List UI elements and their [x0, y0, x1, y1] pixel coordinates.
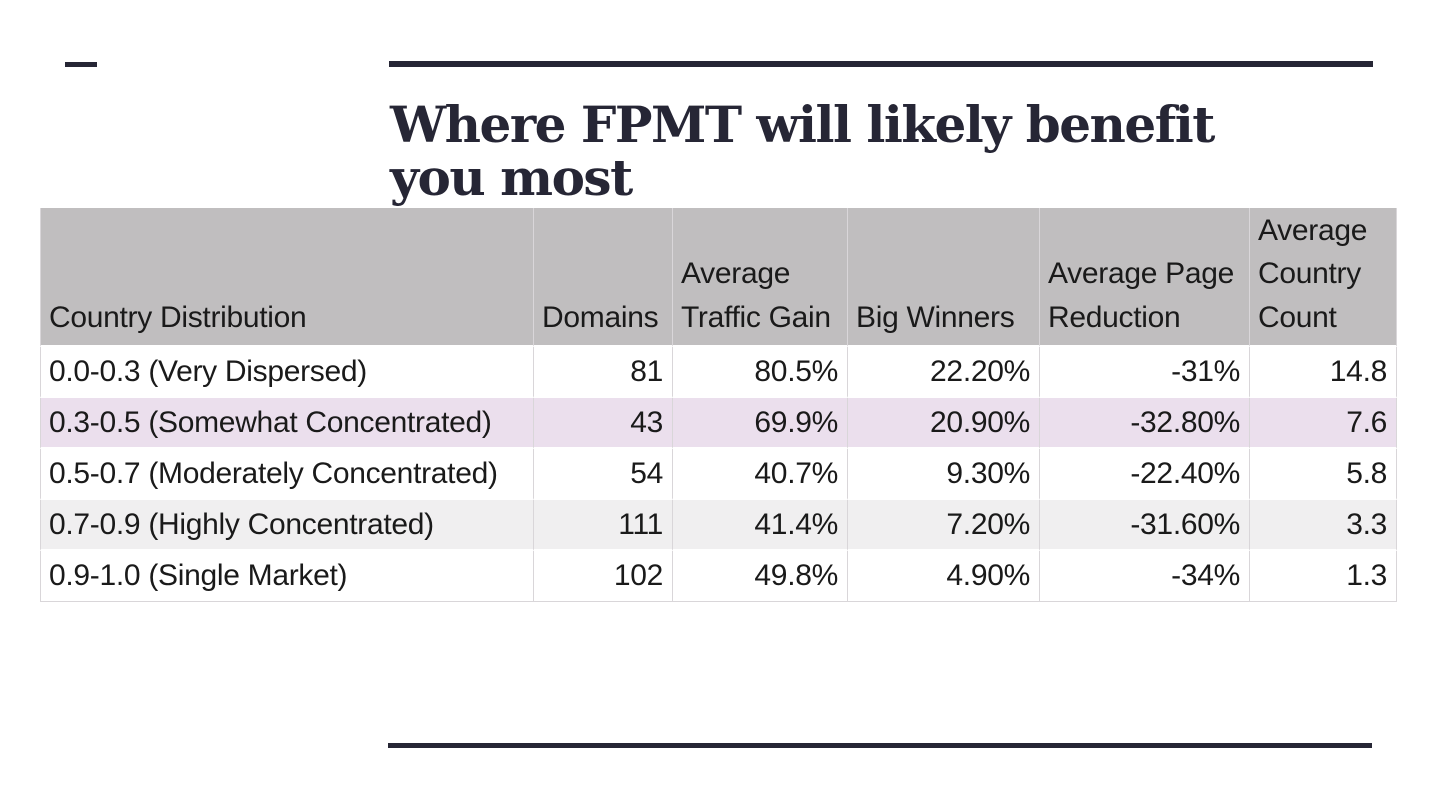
cell-domains: 81	[534, 347, 673, 398]
country-distribution-table: Country Distribution Domains Average Tra…	[40, 208, 1397, 602]
header-domains: Domains	[534, 208, 673, 347]
cell-average-country-count: 5.8	[1250, 449, 1397, 500]
table-row-somewhat-concentrated: 0.3-0.5 (Somewhat Concentrated) 43 69.9%…	[40, 398, 1397, 449]
cell-big-winners: 4.90%	[848, 551, 1040, 602]
cell-average-traffic-gain: 41.4%	[673, 500, 848, 551]
header-average-country-count: Average Country Count	[1250, 208, 1397, 347]
cell-average-traffic-gain: 49.8%	[673, 551, 848, 602]
cell-big-winners: 7.20%	[848, 500, 1040, 551]
table-row-highly-concentrated: 0.7-0.9 (Highly Concentrated) 111 41.4% …	[40, 500, 1397, 551]
header-country-distribution: Country Distribution	[40, 208, 534, 347]
cell-domains: 54	[534, 449, 673, 500]
cell-average-country-count: 7.6	[1250, 398, 1397, 449]
cell-average-traffic-gain: 69.9%	[673, 398, 848, 449]
cell-average-country-count: 3.3	[1250, 500, 1397, 551]
cell-country-distribution: 0.3-0.5 (Somewhat Concentrated)	[40, 398, 534, 449]
table-body: 0.0-0.3 (Very Dispersed) 81 80.5% 22.20%…	[40, 347, 1397, 602]
header-average-page-reduction: Average Page Reduction	[1040, 208, 1250, 347]
footer-rule	[388, 743, 1372, 748]
slide-title: Where FPMT will likely benefit you most	[390, 95, 1215, 207]
cell-average-page-reduction: -34%	[1040, 551, 1250, 602]
cell-average-traffic-gain: 40.7%	[673, 449, 848, 500]
title-top-rule	[389, 61, 1373, 67]
top-left-dash-accent	[65, 62, 97, 67]
cell-country-distribution: 0.7-0.9 (Highly Concentrated)	[40, 500, 534, 551]
table-row-very-dispersed: 0.0-0.3 (Very Dispersed) 81 80.5% 22.20%…	[40, 347, 1397, 398]
table-header: Country Distribution Domains Average Tra…	[40, 208, 1397, 347]
cell-average-traffic-gain: 80.5%	[673, 347, 848, 398]
cell-big-winners: 9.30%	[848, 449, 1040, 500]
cell-big-winners: 20.90%	[848, 398, 1040, 449]
header-big-winners: Big Winners	[848, 208, 1040, 347]
cell-average-country-count: 14.8	[1250, 347, 1397, 398]
cell-average-page-reduction: -31%	[1040, 347, 1250, 398]
cell-domains: 102	[534, 551, 673, 602]
table-header-row: Country Distribution Domains Average Tra…	[40, 208, 1397, 347]
header-average-traffic-gain: Average Traffic Gain	[673, 208, 848, 347]
table-row-single-market: 0.9-1.0 (Single Market) 102 49.8% 4.90% …	[40, 551, 1397, 602]
cell-average-page-reduction: -31.60%	[1040, 500, 1250, 551]
cell-average-country-count: 1.3	[1250, 551, 1397, 602]
cell-country-distribution: 0.9-1.0 (Single Market)	[40, 551, 534, 602]
table-row-moderately-concentrated: 0.5-0.7 (Moderately Concentrated) 54 40.…	[40, 449, 1397, 500]
cell-domains: 111	[534, 500, 673, 551]
cell-domains: 43	[534, 398, 673, 449]
cell-big-winners: 22.20%	[848, 347, 1040, 398]
cell-country-distribution: 0.5-0.7 (Moderately Concentrated)	[40, 449, 534, 500]
cell-average-page-reduction: -32.80%	[1040, 398, 1250, 449]
cell-country-distribution: 0.0-0.3 (Very Dispersed)	[40, 347, 534, 398]
cell-average-page-reduction: -22.40%	[1040, 449, 1250, 500]
